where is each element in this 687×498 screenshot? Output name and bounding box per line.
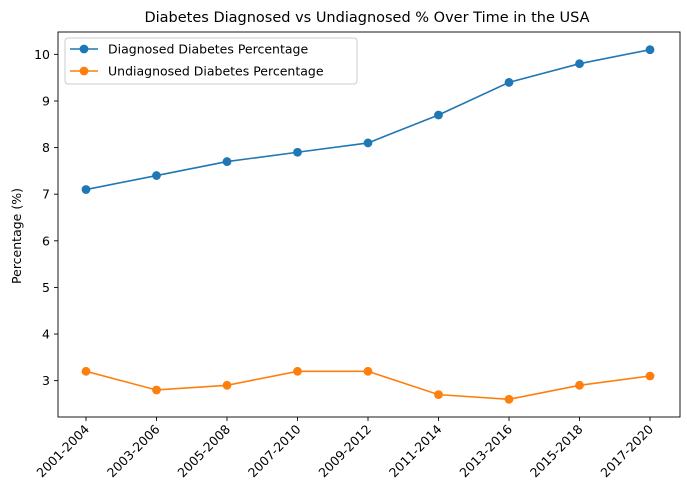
y-axis-label: Percentage (%) xyxy=(9,188,24,284)
y-tick-label: 9 xyxy=(42,93,50,108)
data-point xyxy=(81,185,91,194)
y-tick-label: 8 xyxy=(42,140,50,155)
data-point xyxy=(434,110,443,120)
chart-title: Diabetes Diagnosed vs Undiagnosed % Over… xyxy=(144,10,589,26)
data-point xyxy=(645,45,655,55)
data-point xyxy=(81,366,91,376)
x-tick-label: 2005-2008 xyxy=(174,421,233,480)
legend-box xyxy=(64,37,358,85)
data-point xyxy=(504,394,514,404)
data-point xyxy=(222,380,232,390)
x-tick-label: 2007-2010 xyxy=(245,421,304,480)
legend-label: Undiagnosed Diabetes Percentage xyxy=(108,64,324,79)
data-point xyxy=(293,147,302,157)
y-tick-label: 7 xyxy=(42,187,50,202)
x-tick-label: 2017-2020 xyxy=(597,421,656,480)
data-point xyxy=(293,366,302,376)
y-tick-label: 3 xyxy=(42,373,50,388)
data-point xyxy=(575,59,584,69)
x-tick-label: 2009-2012 xyxy=(315,422,374,481)
plot-area: 3 4 5 6 7 8 9 10 2001-2004 2003-2006 2005-2008 2007… xyxy=(33,31,681,481)
data-point xyxy=(152,171,161,180)
y-tick-label: 5 xyxy=(42,280,50,295)
data-point xyxy=(645,371,655,381)
legend-swatch-marker xyxy=(79,44,89,54)
legend-label: Diagnosed Diabetes Percentage xyxy=(108,42,308,57)
x-tick-label: 2011-2014 xyxy=(386,421,445,480)
y-tick-label: 10 xyxy=(34,47,50,62)
x-tick-label: 2015-2018 xyxy=(527,421,586,480)
y-tick-label: 4 xyxy=(42,327,50,342)
data-point xyxy=(363,366,373,376)
legend-swatch-marker xyxy=(79,66,89,76)
y-tick-label: 6 xyxy=(42,233,50,248)
legend: Diagnosed Diabetes Percentage Undiagnosed… xyxy=(64,37,358,85)
plot-frame xyxy=(57,31,681,418)
x-tick-label: 2003-2006 xyxy=(104,421,163,480)
data-point xyxy=(152,385,161,395)
x-tick-label: 2013-2016 xyxy=(456,421,515,480)
data-point xyxy=(504,77,514,87)
data-point xyxy=(363,138,373,148)
data-point xyxy=(434,390,443,400)
data-point xyxy=(222,157,232,166)
data-point xyxy=(575,380,584,390)
x-tick-label: 2001-2004 xyxy=(33,421,92,480)
